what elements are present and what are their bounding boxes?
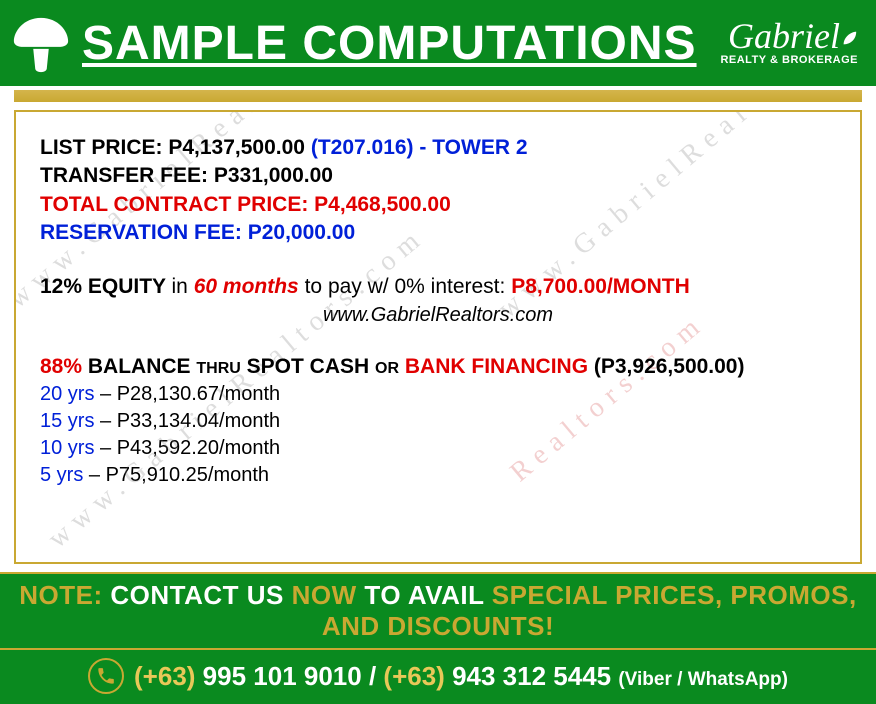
equity-line: 12% EQUITY in 60 months to pay w/ 0% int…	[40, 273, 836, 301]
footer: NOTE: CONTACT US NOW TO AVAIL SPECIAL PR…	[0, 572, 876, 704]
mushroom-logo-icon	[10, 12, 72, 74]
balance-heading: 88% BALANCE THRU SPOT CASH OR BANK FINAN…	[40, 353, 836, 381]
transfer-fee-line: TRANSFER FEE: P331,000.00	[40, 162, 836, 190]
page-title: SAMPLE COMPUTATIONS	[82, 16, 720, 71]
payment-row: 15 yrs – P33,134.04/month	[40, 408, 836, 435]
contact-text: (+63) 995 101 9010 / (+63) 943 312 5445 …	[134, 661, 788, 692]
total-contract-line: TOTAL CONTRACT PRICE: P4,468,500.00	[40, 191, 836, 219]
list-price-line: LIST PRICE: P4,137,500.00 (T207.016) - T…	[40, 134, 836, 162]
payment-row: 5 yrs – P75,910.25/month	[40, 462, 836, 489]
header-bar: SAMPLE COMPUTATIONS Gabriel REALTY & BRO…	[0, 0, 876, 86]
contact-bar: (+63) 995 101 9010 / (+63) 943 312 5445 …	[0, 650, 876, 704]
leaf-accent-icon	[840, 20, 858, 38]
reservation-fee-line: RESERVATION FEE: P20,000.00	[40, 219, 836, 247]
payment-row: 10 yrs – P43,592.20/month	[40, 435, 836, 462]
phone-icon	[88, 658, 124, 694]
computation-panel: www.GabrielRealtors.comwww.GabrielRealto…	[14, 110, 862, 564]
brand-name: Gabriel	[728, 16, 840, 56]
payment-row: 20 yrs – P28,130.67/month	[40, 381, 836, 408]
url-line: www.GabrielRealtors.com	[40, 304, 836, 327]
note-bar: NOTE: CONTACT US NOW TO AVAIL SPECIAL PR…	[0, 572, 876, 650]
brand-subtitle: REALTY & BROKERAGE	[720, 54, 858, 66]
gold-divider	[14, 90, 862, 102]
brand-logo: Gabriel REALTY & BROKERAGE	[720, 20, 866, 66]
